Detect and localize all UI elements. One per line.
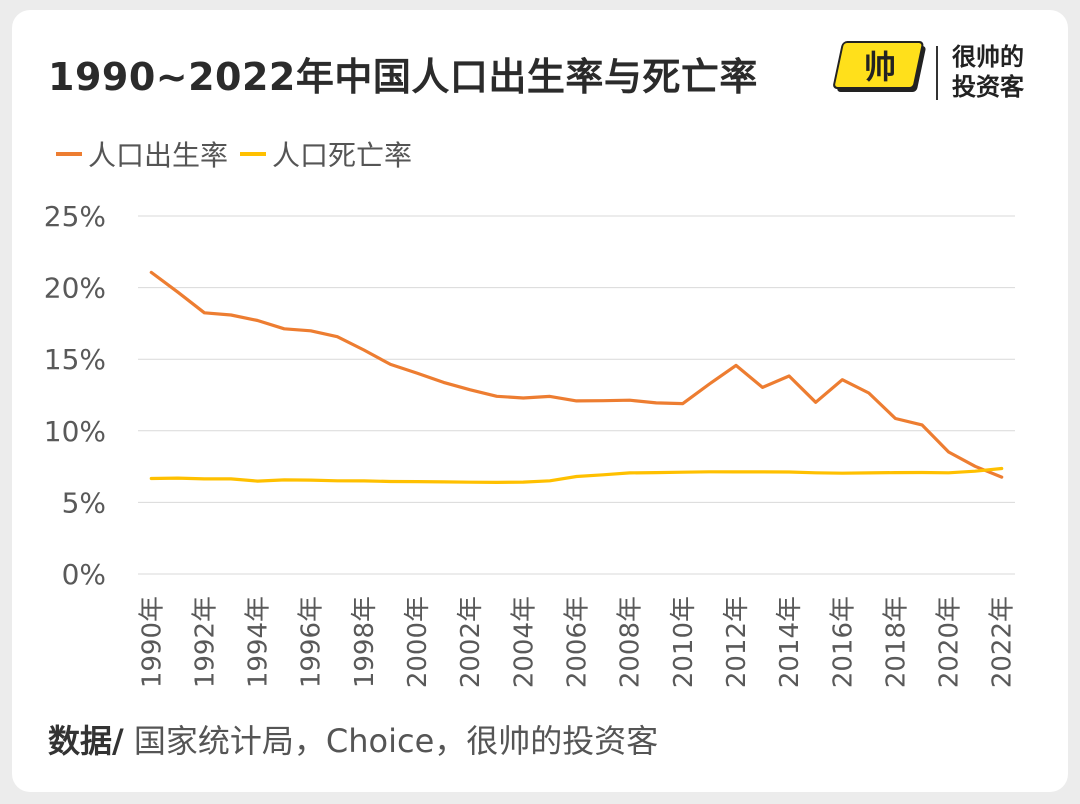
- chart-legend: 人口出生率 人口死亡率: [56, 134, 424, 174]
- data-source-label: 数据/: [48, 722, 124, 760]
- x-tick-label: 1990年: [137, 596, 167, 688]
- y-tick-label: 5%: [62, 486, 106, 519]
- y-tick-label: 10%: [44, 415, 106, 448]
- legend-item-birth: 人口出生率: [56, 134, 228, 174]
- legend-label-birth: 人口出生率: [88, 139, 229, 172]
- x-tick-label: 2022年: [988, 596, 1018, 688]
- y-tick-label: 20%: [44, 272, 106, 305]
- birth-rate-line: [149, 270, 1004, 479]
- x-tick-label: 2000年: [403, 596, 433, 688]
- brand-name: 很帅的 投资客: [952, 42, 1024, 102]
- death-rate-line: [149, 466, 1004, 484]
- x-tick-label: 2014年: [775, 596, 805, 688]
- x-tick-label: 1996年: [297, 596, 327, 688]
- legend-label-death: 人口死亡率: [272, 139, 413, 172]
- x-tick-label: 1992年: [190, 596, 220, 688]
- x-tick-label: 2018年: [881, 596, 911, 688]
- data-source-text: 国家统计局，Choice，很帅的投资客: [123, 722, 659, 760]
- y-tick-label: 15%: [44, 343, 106, 376]
- legend-swatch-death: [240, 152, 267, 156]
- x-tick-label: 2004年: [509, 596, 539, 688]
- brand-name-line1: 很帅的: [952, 43, 1024, 71]
- x-tick-label: 2008年: [616, 596, 646, 688]
- x-tick-label: 2006年: [563, 596, 593, 688]
- data-source: 数据/ 国家统计局，Choice，很帅的投资客: [48, 716, 658, 762]
- logo-mark: 帅: [864, 48, 896, 86]
- legend-swatch-birth: [56, 152, 82, 156]
- chart-title: 1990~2022年中国人口出生率与死亡率: [48, 55, 758, 99]
- x-tick-label: 2020年: [935, 596, 965, 688]
- x-tick-label: 2016年: [828, 596, 858, 688]
- legend-item-death: 人口死亡率: [240, 134, 412, 174]
- brand-name-line2: 投资客: [952, 73, 1024, 101]
- x-tick-label: 2012年: [722, 596, 752, 688]
- y-tick-label: 25%: [44, 200, 106, 233]
- y-tick-label: 0%: [62, 558, 106, 591]
- logo-divider: [936, 46, 938, 100]
- x-tick-label: 1994年: [244, 596, 274, 688]
- brand-logo-icon: 帅: [833, 41, 926, 92]
- x-tick-label: 1998年: [350, 596, 380, 688]
- chart-card: [12, 10, 1068, 792]
- x-tick-label: 2002年: [456, 596, 486, 688]
- x-tick-label: 2010年: [669, 596, 699, 688]
